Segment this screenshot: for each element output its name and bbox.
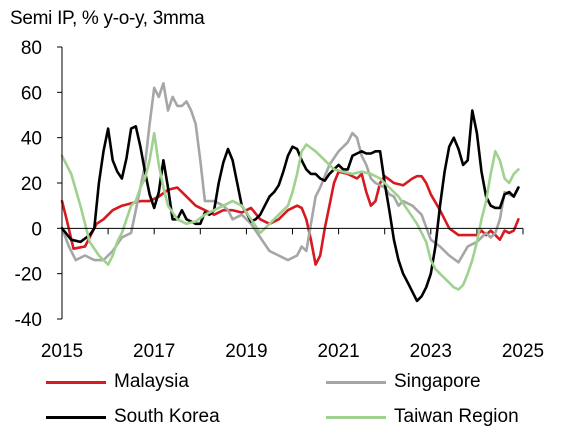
legend-label-singapore: Singapore (394, 371, 481, 392)
legend-label-south-korea: South Korea (114, 406, 220, 427)
y-tick-label: 80 (21, 38, 42, 59)
x-tick-label: 2021 (317, 341, 359, 360)
series-line-singapore (60, 82, 520, 264)
series-line-malaysia (60, 170, 520, 266)
series-line-taiwan-region (60, 131, 520, 291)
legend-swatch-singapore (326, 380, 386, 384)
legend-item-south-korea: South Korea (46, 406, 220, 428)
legend-item-singapore: Singapore (326, 371, 481, 393)
y-tick-label: 40 (21, 129, 42, 150)
legend-swatch-malaysia (46, 380, 106, 384)
legend-label-malaysia: Malaysia (114, 371, 189, 392)
chart-title: Semi IP, % y-o-y, 3mma (10, 8, 205, 29)
x-axis-ticks: 2015 2017 2019 2021 2023 2025 (41, 228, 544, 360)
line-chart: 80 60 40 20 0 -20 -40 2015 2017 2019 2021 2023 2025 (15, 38, 545, 360)
y-tick-label: 60 (21, 83, 42, 104)
x-tick-label: 2025 (502, 341, 544, 360)
x-tick-label: 2017 (133, 341, 175, 360)
series-lines (60, 82, 520, 303)
series-line-south-korea (60, 109, 520, 303)
legend-swatch-taiwan-region (326, 415, 386, 419)
y-tick-label: 20 (21, 174, 42, 195)
legend-item-taiwan-region: Taiwan Region (326, 406, 519, 428)
legend-item-malaysia: Malaysia (46, 371, 189, 393)
legend-label-taiwan-region: Taiwan Region (394, 406, 519, 427)
y-tick-label: -20 (15, 265, 42, 286)
legend-swatch-south-korea (46, 415, 106, 419)
y-tick-label: 0 (31, 219, 42, 240)
y-axis-ticks: 80 60 40 20 0 -20 -40 (15, 38, 62, 331)
x-tick-label: 2023 (410, 341, 452, 360)
x-tick-label: 2015 (41, 341, 83, 360)
x-tick-label: 2019 (225, 341, 267, 360)
y-tick-label: -40 (15, 310, 42, 331)
